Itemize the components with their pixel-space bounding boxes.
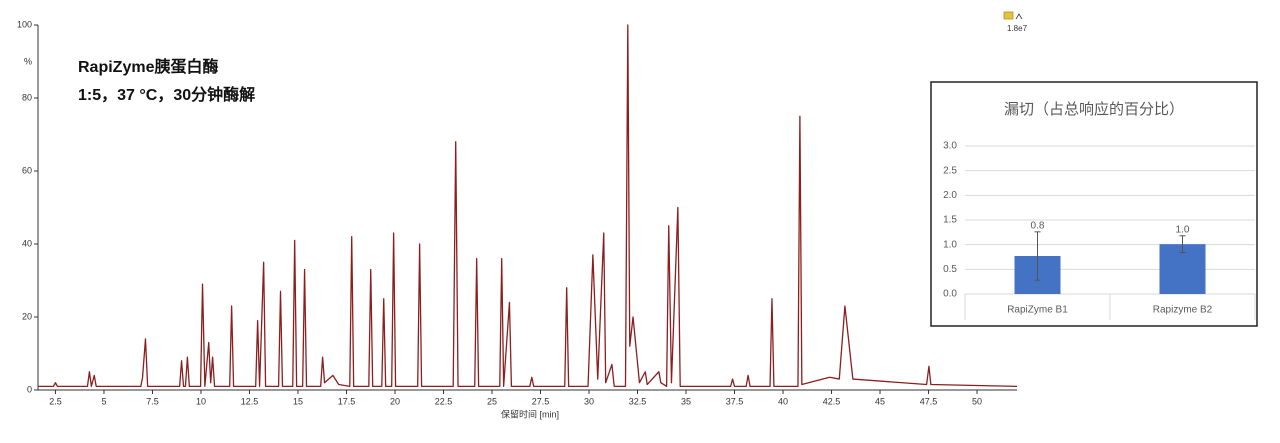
scale-label: 1.8e7 (1007, 24, 1028, 33)
x-tick-label: 20 (390, 396, 400, 406)
x-tick-label: RapiZyme B1 (1007, 305, 1068, 316)
x-tick-label: 17.5 (338, 396, 356, 406)
scale-icon (1003, 11, 1014, 20)
scale-caret (1015, 13, 1023, 20)
x-tick-label: 2.5 (49, 396, 62, 406)
y-tick-label: 3.0 (943, 141, 957, 152)
y-tick-label: 40 (22, 238, 32, 248)
x-tick-label: 47.5 (920, 396, 938, 406)
inset-chart: 漏切（占总响应的百分比） 0.0 0.5 1.0 1.5 2.0 2.5 3.0 0.8 Rap… (930, 81, 1258, 327)
x-tick-label: 50 (972, 396, 982, 406)
inset-frame (930, 81, 1258, 327)
x-tick-label: 42.5 (823, 396, 841, 406)
x-tick-label: 35 (681, 396, 691, 406)
y-tick-label: 60 (22, 165, 32, 175)
x-tick-label: 25 (487, 396, 497, 406)
x-axis-label: 保留时间 [min] (501, 408, 559, 419)
x-tick-label: 10 (196, 396, 206, 406)
x-tick-label: 5 (101, 396, 106, 406)
y-tick-label: 80 (22, 92, 32, 102)
x-tick-label: 32.5 (629, 396, 647, 406)
y-tick-label: 2.5 (943, 165, 957, 176)
y-axis-label: % (24, 56, 32, 66)
x-tick-label: 45 (875, 396, 885, 406)
y-tick-label: 0.5 (943, 264, 957, 275)
y-tick-label: 0.0 (943, 289, 957, 300)
annotation: 1:5，37 °C，30分钟酶解 (78, 85, 255, 104)
y-tick-label: 100 (17, 19, 32, 29)
annotation: RapiZyme胰蛋白酶 (78, 57, 218, 76)
y-tick-label: 2.0 (943, 190, 957, 201)
x-tick-label: Rapizyme B2 (1153, 305, 1213, 316)
x-tick-label: 37.5 (726, 396, 744, 406)
x-tick-label: 27.5 (532, 396, 550, 406)
x-tick-label: 30 (584, 396, 594, 406)
x-tick-label: 7.5 (146, 396, 159, 406)
inset-title: 漏切（占总响应的百分比） (1004, 100, 1184, 118)
y-tick-label: 20 (22, 311, 32, 321)
x-tick-label: 12.5 (241, 396, 259, 406)
y-tick-label: 0 (27, 384, 32, 394)
x-tick-label: 15 (293, 396, 303, 406)
y-tick-label: 1.0 (943, 239, 957, 250)
y-tick-label: 1.5 (943, 215, 957, 226)
x-tick-label: 22.5 (435, 396, 453, 406)
value-label: 1.0 (1176, 224, 1190, 235)
x-tick-label: 40 (778, 396, 788, 406)
value-label: 0.8 (1031, 220, 1045, 231)
trace (38, 24, 1018, 387)
